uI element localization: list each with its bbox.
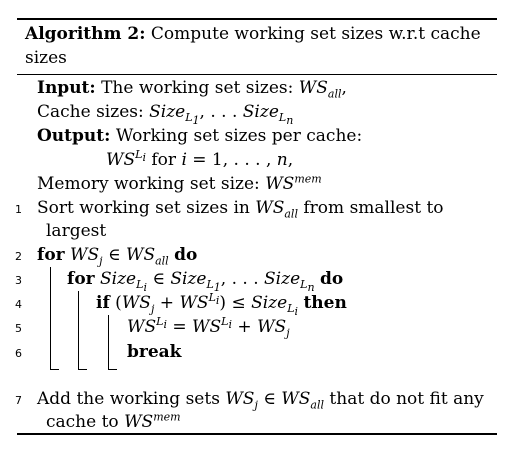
break-keyword: break: [127, 342, 182, 362]
indent-guide-for-outer: [50, 267, 51, 369]
bottom-rule: [17, 433, 497, 435]
indent-hook-if: [108, 369, 117, 370]
output-keyword: Output:: [37, 126, 111, 146]
line-number-2: 2: [15, 250, 22, 263]
cache-text: Cache sizes:: [37, 102, 144, 122]
memory-text: Memory working set size:: [37, 174, 260, 194]
line-number-1: 1: [15, 203, 22, 216]
step-1: Sort working set sizes in WSall from sma…: [37, 198, 444, 221]
step-3: for SizeLi ∈ SizeL1, . . . SizeLn do: [67, 269, 344, 295]
input-keyword: Input:: [37, 78, 96, 98]
mid-rule: [17, 74, 497, 75]
algorithm-label: Algorithm 2:: [25, 24, 146, 44]
indent-hook-for-inner: [78, 369, 87, 370]
algorithm-caption: Algorithm 2: Compute working set sizes w…: [25, 22, 485, 70]
line-number-3: 3: [15, 274, 22, 287]
output-text: Working set sizes per cache:: [115, 126, 363, 146]
line-number-5: 5: [15, 322, 22, 335]
step-6: break: [127, 341, 181, 363]
indent-hook-for-outer: [50, 369, 59, 370]
step-7: Add the working sets WSj ∈ WSall that do…: [37, 389, 484, 412]
output-line: Output: Working set sizes per cache:: [37, 125, 362, 147]
cache-sizes-line: Cache sizes: SizeL1, . . . SizeLn: [37, 102, 294, 128]
input-line: Input: The working set sizes: WSall,: [37, 78, 347, 101]
algorithm-title: Compute working set sizes w.r.t cache si…: [25, 24, 481, 68]
indent-guide-if: [108, 315, 109, 369]
line-number-4: 4: [15, 298, 22, 311]
step-4: if (WSj + WSLi) ≤ SizeLi then: [96, 291, 347, 319]
input-text: The working set sizes:: [101, 78, 294, 98]
per-cache-line: WSLi for i = 1, . . . , n,: [106, 148, 294, 170]
step-5: WSLi = WSLi + WSj: [127, 315, 290, 340]
line-number-7: 7: [15, 394, 22, 407]
step-1-cont: largest: [46, 221, 107, 241]
line-number-6: 6: [15, 347, 22, 360]
memory-line: Memory working set size: WSmem: [37, 172, 322, 194]
step-2: for WSj ∈ WSall do: [37, 245, 198, 268]
indent-guide-for-inner: [78, 291, 79, 369]
top-rule: [17, 18, 497, 20]
step-7-cont: cache to WSmem: [46, 410, 181, 432]
